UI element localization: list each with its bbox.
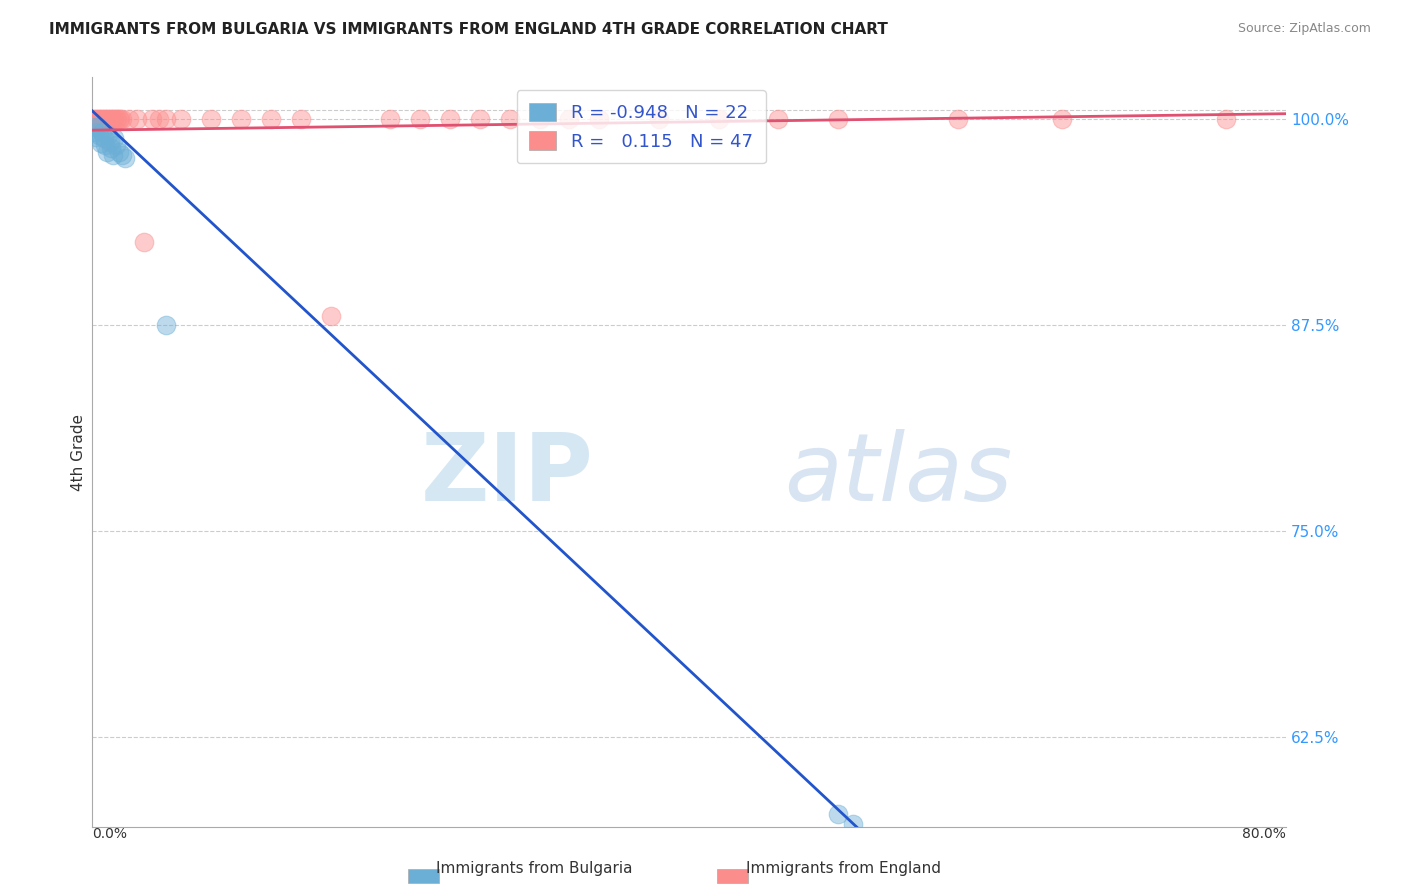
Point — [132, 235, 155, 250]
Point — [529, 112, 551, 126]
Text: ZIP: ZIP — [420, 429, 593, 521]
Point — [104, 138, 127, 153]
Point — [100, 141, 122, 155]
Y-axis label: 4th Grade: 4th Grade — [72, 414, 86, 491]
Point — [111, 148, 134, 162]
Point — [101, 148, 124, 162]
Point — [290, 112, 312, 126]
Point — [107, 112, 129, 126]
Point — [97, 112, 120, 126]
Point — [83, 125, 105, 139]
Point — [148, 112, 170, 126]
Point — [93, 131, 115, 145]
Point — [93, 112, 115, 126]
Point — [155, 112, 177, 126]
Point — [170, 112, 193, 126]
Point — [439, 112, 461, 126]
Point — [499, 112, 522, 126]
Point — [101, 112, 124, 126]
Point — [111, 112, 134, 126]
Legend: R = -0.948   N = 22, R =   0.115   N = 47: R = -0.948 N = 22, R = 0.115 N = 47 — [517, 90, 765, 163]
Point — [89, 128, 111, 142]
Point — [588, 112, 610, 126]
Point — [87, 112, 110, 126]
Point — [707, 112, 730, 126]
Point — [380, 112, 402, 126]
Point — [107, 145, 129, 159]
Point — [114, 151, 136, 165]
Point — [82, 120, 104, 134]
Point — [83, 112, 105, 126]
Point — [96, 112, 118, 126]
Text: Source: ZipAtlas.com: Source: ZipAtlas.com — [1237, 22, 1371, 36]
Point — [558, 112, 581, 126]
Point — [100, 112, 122, 126]
Point — [84, 112, 107, 126]
Point — [409, 112, 432, 126]
Point — [96, 145, 118, 159]
Text: 80.0%: 80.0% — [1241, 827, 1286, 841]
Point — [103, 131, 125, 145]
Point — [97, 128, 120, 142]
Point — [827, 807, 849, 822]
Text: atlas: atlas — [785, 429, 1012, 520]
Point — [946, 112, 969, 126]
Point — [118, 112, 141, 126]
Point — [1050, 112, 1073, 126]
Point — [141, 112, 163, 126]
Point — [84, 129, 107, 144]
Point — [1215, 112, 1237, 126]
Point — [827, 112, 849, 126]
Point — [91, 112, 114, 126]
Point — [125, 112, 148, 126]
Point — [260, 112, 283, 126]
Point — [82, 112, 104, 126]
Point — [468, 112, 491, 126]
Point — [94, 138, 117, 153]
Point — [200, 112, 222, 126]
Point — [94, 112, 117, 126]
Point — [98, 135, 121, 149]
Text: IMMIGRANTS FROM BULGARIA VS IMMIGRANTS FROM ENGLAND 4TH GRADE CORRELATION CHART: IMMIGRANTS FROM BULGARIA VS IMMIGRANTS F… — [49, 22, 889, 37]
Point — [319, 310, 342, 324]
Point — [104, 112, 127, 126]
Point — [768, 112, 790, 126]
Point — [229, 112, 252, 126]
Point — [98, 112, 121, 126]
Point — [842, 817, 865, 831]
Point — [87, 120, 110, 134]
Point — [90, 112, 112, 126]
Point — [90, 136, 112, 151]
Point — [648, 112, 671, 126]
Point — [155, 318, 177, 332]
Point — [105, 112, 128, 126]
Point — [103, 112, 125, 126]
Point — [91, 125, 114, 139]
Text: Immigrants from England: Immigrants from England — [747, 861, 941, 876]
Text: Immigrants from Bulgaria: Immigrants from Bulgaria — [436, 861, 633, 876]
Point — [89, 112, 111, 126]
Text: 0.0%: 0.0% — [91, 827, 127, 841]
Point — [108, 112, 131, 126]
